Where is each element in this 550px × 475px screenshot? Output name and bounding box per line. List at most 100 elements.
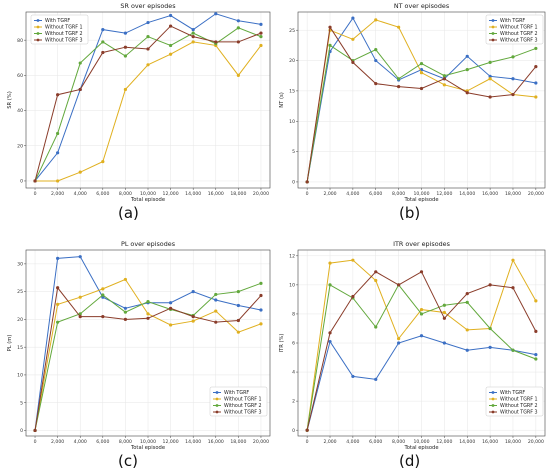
- y-tick-label: 12: [289, 253, 295, 259]
- x-tick-label: 4,000: [346, 191, 359, 197]
- series-1-point: [259, 308, 263, 312]
- x-tick-label: 0: [34, 191, 37, 197]
- series-3-point: [328, 43, 332, 47]
- x-tick-label: 8,000: [119, 439, 132, 445]
- series-2-point: [511, 258, 515, 262]
- y-tick-label: 10: [289, 119, 295, 125]
- x-tick-label: 18,000: [505, 439, 521, 445]
- series-1-point: [465, 54, 469, 58]
- series-1-point: [488, 345, 492, 349]
- legend-label: Without TGRF 3: [500, 38, 538, 44]
- x-tick-label: 6,000: [369, 191, 382, 197]
- series-1-point: [56, 151, 60, 155]
- series-2-point: [168, 323, 173, 327]
- series-4-point: [534, 329, 538, 333]
- series-2-point: [328, 261, 332, 265]
- y-tick-label: 20: [289, 58, 295, 64]
- legend-marker: [36, 32, 40, 35]
- series-4-point: [146, 47, 150, 51]
- series-4-point: [305, 428, 309, 432]
- series-3-point: [236, 290, 240, 294]
- legend-marker: [215, 391, 219, 394]
- legend-marker: [491, 19, 495, 22]
- series-4-point: [511, 286, 515, 290]
- panel-label-c: (c): [118, 452, 138, 470]
- x-tick-label: 2,000: [51, 439, 64, 445]
- series-3-point: [328, 283, 332, 287]
- x-tick-label: 10,000: [413, 191, 429, 197]
- x-tick-label: 2,000: [51, 191, 64, 197]
- series-2-point: [146, 312, 150, 316]
- series-3-point: [236, 26, 240, 30]
- series-4-point: [397, 283, 401, 287]
- y-tick-label: 0: [292, 180, 295, 186]
- series-3-point: [78, 61, 82, 65]
- x-tick-label: 4,000: [74, 191, 87, 197]
- x-tick-label: 20,000: [528, 191, 544, 197]
- series-2-point: [101, 160, 105, 164]
- series-4-point: [305, 180, 309, 184]
- series-4-point: [168, 24, 173, 28]
- series-4-point: [465, 291, 469, 296]
- panel-nt: NT over episodes Total episode NT (s) 0 2,00…: [275, 0, 550, 237]
- series-2-point: [56, 302, 60, 307]
- y-tick-label: 80: [17, 38, 23, 44]
- sr-chart: SR over episodes Total episode SR (%) 0 2,00…: [7, 2, 271, 203]
- series-1-point: [534, 81, 538, 85]
- series-4-point: [511, 92, 515, 97]
- legend-label: Without TGRF 3: [224, 410, 262, 416]
- series-1-point: [351, 374, 355, 379]
- series-4-point: [56, 286, 60, 290]
- series-2-point: [534, 299, 538, 303]
- series-2-point: [191, 319, 195, 323]
- series-3-point: [146, 300, 150, 304]
- legend-marker: [491, 391, 495, 394]
- series-4-point: [351, 60, 355, 64]
- series-4-point: [488, 283, 492, 287]
- legend-box: [485, 386, 544, 417]
- series-2-point: [123, 277, 128, 282]
- y-tick-label: 60: [17, 73, 23, 79]
- series-2-point: [168, 52, 173, 56]
- x-axis-label: Total episode: [130, 197, 165, 203]
- series-1-point: [214, 12, 218, 16]
- series-3-point: [534, 357, 538, 361]
- series-3-point: [374, 325, 378, 329]
- series-3-point: [419, 312, 424, 316]
- legend-marker: [491, 38, 495, 42]
- series-2-point: [78, 295, 82, 299]
- y-tick-label: 2: [292, 399, 295, 405]
- series-4-point: [236, 40, 240, 44]
- x-tick-label: 18,000: [505, 191, 521, 197]
- series-4-point: [101, 315, 105, 319]
- series-2-point: [488, 77, 492, 81]
- x-tick-label: 0: [306, 439, 309, 445]
- legend-label: Without TGRF 2: [224, 403, 262, 409]
- series-2-point: [259, 43, 263, 48]
- y-tick-label: 30: [17, 261, 23, 267]
- series-4-point: [259, 293, 263, 298]
- series-3-point: [101, 40, 105, 44]
- series-4-point: [168, 306, 173, 310]
- x-tick-label: 10,000: [413, 439, 429, 445]
- x-tick-label: 16,000: [208, 191, 224, 197]
- series-2-point: [101, 287, 105, 291]
- series-3-point: [123, 310, 128, 314]
- legend-label: With TGRF: [500, 390, 525, 396]
- y-axis-label: NT (s): [279, 92, 285, 107]
- series-4-point: [78, 87, 82, 92]
- series-2-point: [146, 63, 150, 67]
- legend-label: Without TGRF 2: [500, 31, 538, 37]
- itr-chart: ITR over episodes Total episode ITR (%) 0 2,…: [279, 240, 546, 451]
- y-tick-label: 25: [289, 28, 295, 34]
- y-tick-label: 5: [20, 400, 23, 406]
- series-1-point: [146, 20, 150, 25]
- x-tick-label: 14,000: [185, 439, 201, 445]
- series-2-point: [374, 278, 378, 283]
- series-4-point: [397, 85, 401, 89]
- legend-marker: [215, 397, 219, 401]
- series-1-point: [214, 298, 218, 302]
- y-tick-label: 15: [17, 345, 23, 351]
- pl-chart: PL over episodes Total episode PL (m) 0 2,00…: [7, 240, 271, 451]
- series-3-point: [214, 292, 218, 297]
